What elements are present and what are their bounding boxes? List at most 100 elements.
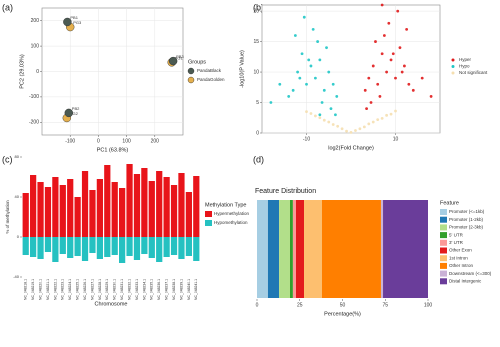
y-tick-label: 20 (253, 8, 259, 14)
bar-segment (295, 200, 305, 298)
bar-segment (148, 181, 155, 237)
bar-segment (133, 237, 141, 260)
x-tick-label: NC_048235.1 (150, 279, 154, 300)
y-axis-label: PC2 (29.03%) (19, 54, 25, 89)
x-tick-label: NC_048220.1 (38, 279, 42, 300)
x-tick-label: NC_048224.1 (68, 279, 72, 300)
point (302, 15, 306, 19)
x-tick-label: NC_048226.1 (83, 279, 87, 300)
point (269, 101, 273, 104)
x-tick-label: 0 (256, 302, 259, 308)
legend-swatch (205, 220, 212, 226)
point (362, 125, 366, 129)
x-tick-label: NC_048240.1 (187, 279, 191, 300)
point (380, 116, 384, 120)
y-tick-label: 100 (31, 43, 40, 49)
point (391, 52, 395, 56)
point (376, 118, 380, 121)
x-tick-label: 25 (297, 302, 303, 308)
legend-label: Not significant (459, 70, 488, 75)
y-tick-label: 15 (253, 39, 259, 45)
point (318, 58, 322, 62)
x-axis-label: Chromosome (94, 301, 127, 307)
y-tick-label: 0 (256, 130, 259, 136)
point (318, 113, 322, 117)
x-tick-label: NC_048229.1 (105, 279, 109, 300)
bar-segment (44, 187, 52, 237)
bar-segment (185, 237, 192, 256)
point (374, 40, 377, 43)
x-tick-label: 100 (424, 302, 433, 308)
point (369, 101, 373, 104)
y-axis-label: -log10(P Value) (239, 50, 245, 88)
legend-swatch (440, 262, 447, 269)
point (293, 34, 297, 37)
bar-segment (267, 200, 280, 298)
legend-title: Groups (188, 59, 206, 65)
bar-segment (37, 182, 44, 237)
point (322, 118, 326, 122)
bar-segment (104, 165, 111, 237)
legend-label: Distal Intergenic (449, 278, 482, 283)
legend-label: PandaBlack (197, 68, 222, 73)
legend-label: 1st Intron (449, 255, 468, 260)
point (316, 40, 320, 43)
bar-segment (380, 200, 384, 298)
legend-swatch (440, 255, 447, 262)
x-tick-label: NC_048239.1 (179, 279, 183, 300)
point (365, 107, 368, 111)
y-tick-label: -200 (29, 120, 39, 126)
point (429, 95, 433, 98)
point (334, 113, 337, 117)
point (380, 52, 384, 56)
bar-segment (257, 200, 268, 298)
point (354, 129, 357, 132)
bar-segment (133, 174, 141, 237)
bar-segment (44, 237, 52, 252)
point (168, 56, 178, 66)
legend-swatch (440, 224, 447, 231)
point-label: PG1 (175, 55, 184, 60)
legend-label: Hypo (459, 64, 470, 69)
bar-segment (52, 237, 59, 262)
point (322, 88, 326, 92)
legend-marker (451, 71, 455, 75)
legend-swatch (440, 209, 447, 215)
point (405, 27, 409, 31)
bar-segment (119, 237, 126, 263)
legend-marker (187, 76, 195, 84)
legend-label: Promoter (<=1kb) (449, 209, 485, 214)
legend-swatch (440, 247, 447, 254)
point (389, 112, 393, 116)
y-tick-label: 80 (15, 154, 20, 159)
point (331, 82, 335, 86)
legend-label: Other Exon (449, 248, 472, 253)
x-tick-label: NC_048234.1 (142, 279, 146, 300)
bar-segment (89, 190, 96, 237)
legend-swatch (440, 278, 447, 285)
point (371, 120, 375, 124)
point (371, 64, 375, 68)
point (63, 17, 72, 27)
point (309, 112, 313, 115)
x-tick-label: NC_048218.1 (24, 279, 28, 300)
x-tick-label: NC_048231.1 (120, 279, 124, 300)
legend-swatch (440, 270, 447, 277)
bar-segment (193, 176, 200, 237)
point (367, 122, 371, 126)
point (378, 95, 382, 98)
panel-label: (a) (2, 2, 13, 12)
point (403, 64, 406, 68)
x-tick-label: -10 (303, 136, 310, 142)
point (345, 129, 348, 133)
legend-label: PandaGolden (197, 77, 225, 82)
legend-swatch (440, 239, 447, 246)
x-tick-label: NC_048222.1 (53, 279, 57, 300)
point (300, 52, 304, 56)
point (331, 123, 335, 126)
point (396, 9, 400, 13)
bar-segment (30, 175, 37, 237)
bar-segment (279, 200, 291, 298)
point (407, 82, 411, 86)
point-label: PG3 (73, 20, 82, 25)
